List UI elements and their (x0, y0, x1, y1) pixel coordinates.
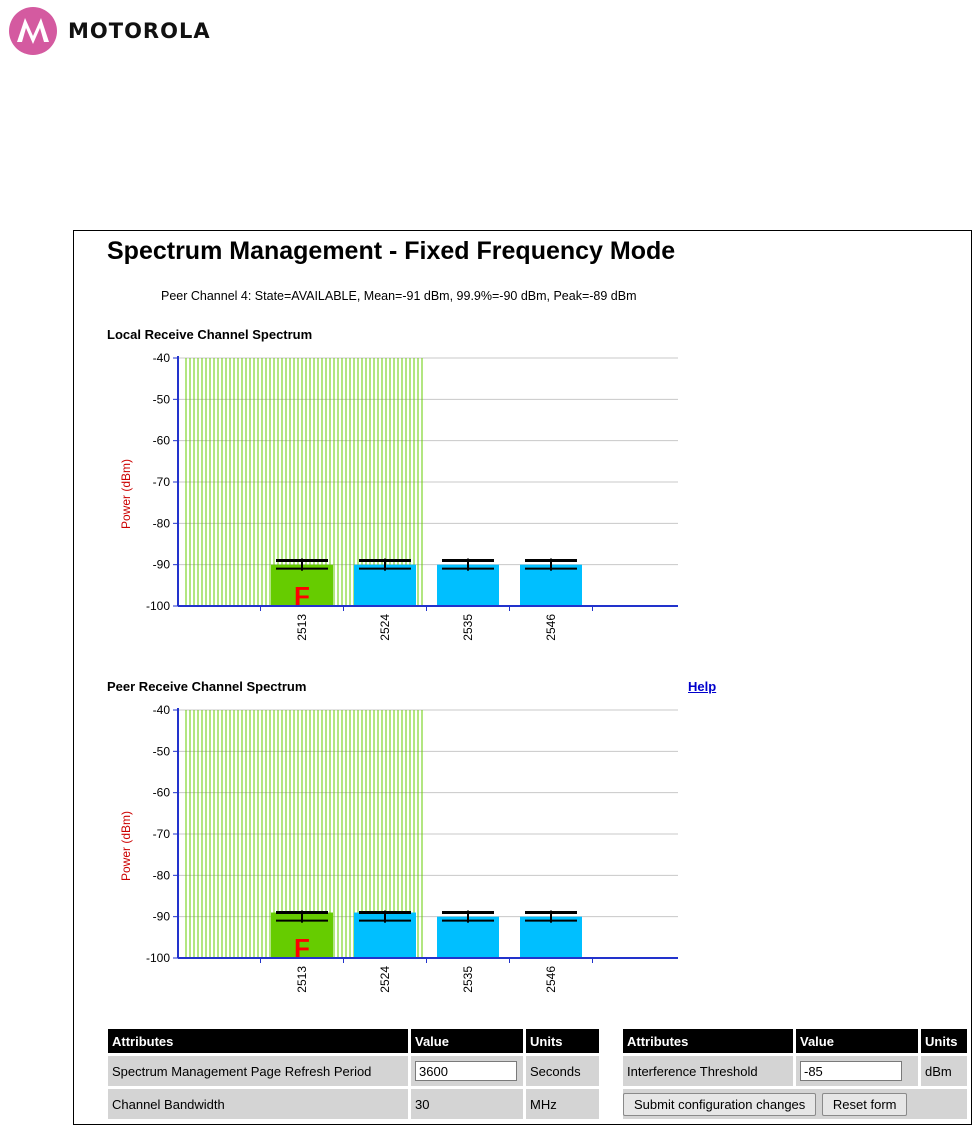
attribute-value: 30 (411, 1089, 523, 1119)
y-tick-label: -90 (153, 558, 171, 572)
spectrum-panel: Spectrum Management - Fixed Frequency Mo… (73, 230, 972, 1125)
attributes-table-left: Attributes Value Units Spectrum Manageme… (105, 1026, 602, 1122)
y-tick-label: -70 (153, 475, 171, 489)
refresh-period-input[interactable] (415, 1061, 517, 1081)
value-cell (796, 1056, 918, 1086)
attributes-header: Attributes (623, 1029, 793, 1053)
y-tick-label: -60 (153, 786, 171, 800)
attribute-units: MHz (526, 1089, 599, 1119)
submit-configuration-button[interactable]: Submit configuration changes (623, 1092, 817, 1116)
peer-chart-title: Peer Receive Channel Spectrum (107, 679, 307, 694)
reset-form-button[interactable]: Reset form (821, 1092, 908, 1116)
units-header: Units (526, 1029, 599, 1053)
x-tick-label: 2524 (378, 966, 392, 993)
spectrum-bar (520, 564, 582, 606)
spectrum-bar (271, 564, 333, 606)
attribute-units: dBm (921, 1056, 967, 1086)
y-tick-label: -60 (153, 434, 171, 448)
y-tick-label: -40 (153, 351, 171, 365)
table-row: Interference Threshold dBm (623, 1056, 967, 1086)
brand-wordmark: MOTOROLA (68, 19, 211, 43)
y-tick-label: -50 (153, 744, 171, 758)
y-tick-label: -100 (146, 599, 170, 613)
y-tick-label: -90 (153, 910, 171, 924)
x-tick-label: 2535 (461, 614, 475, 641)
y-axis-label: Power (dBm) (119, 459, 133, 529)
y-tick-label: -100 (146, 951, 170, 965)
peer-channel-status: Peer Channel 4: State=AVAILABLE, Mean=-9… (161, 289, 637, 303)
table-header-row: Attributes Value Units (623, 1029, 967, 1053)
spectrum-bar (354, 564, 416, 606)
help-link[interactable]: Help (688, 679, 717, 694)
interference-threshold-input[interactable] (800, 1061, 902, 1081)
y-tick-label: -70 (153, 827, 171, 841)
table-row: Channel Bandwidth 30 MHz (108, 1089, 599, 1119)
spectrum-bar (437, 564, 499, 606)
form-buttons-cell: Submit configuration changes Reset form (623, 1089, 967, 1119)
motorola-logo: MOTOROLA (8, 6, 211, 56)
attribute-name: Channel Bandwidth (108, 1089, 408, 1119)
x-tick-label: 2513 (295, 614, 309, 641)
y-axis-label: Power (dBm) (119, 811, 133, 881)
y-tick-label: -40 (153, 703, 171, 717)
page-title: Spectrum Management - Fixed Frequency Mo… (107, 237, 676, 265)
local-spectrum-chart: -40 -50 -60 -70 -80 -90 -100 F 2513 2524 2535 2546 P… (119, 351, 678, 641)
x-tick-label: 2546 (544, 614, 558, 641)
local-chart-title: Local Receive Channel Spectrum (107, 327, 313, 342)
value-header: Value (411, 1029, 523, 1053)
x-tick-label: 2524 (378, 614, 392, 641)
attributes-table-right: Attributes Value Units Interference Thre… (620, 1026, 970, 1122)
active-channel-marker: F (294, 933, 310, 963)
peer-spectrum-chart: -40 -50 -60 -70 -80 -90 -100 F 2513 2524 2535 2546 P… (119, 703, 678, 993)
attribute-name: Spectrum Management Page Refresh Period (108, 1056, 408, 1086)
table-row: Spectrum Management Page Refresh Period … (108, 1056, 599, 1086)
attribute-name: Interference Threshold (623, 1056, 793, 1086)
y-tick-label: -80 (153, 516, 171, 530)
table-row: Submit configuration changes Reset form (623, 1089, 967, 1119)
y-tick-label: -80 (153, 868, 171, 882)
x-tick-label: 2535 (461, 966, 475, 993)
attributes-header: Attributes (108, 1029, 408, 1053)
value-header: Value (796, 1029, 918, 1053)
spectrum-bar (520, 916, 582, 958)
table-header-row: Attributes Value Units (108, 1029, 599, 1053)
y-tick-label: -50 (153, 392, 171, 406)
units-header: Units (921, 1029, 967, 1053)
value-cell (411, 1056, 523, 1086)
motorola-batwing-icon (9, 7, 57, 55)
spectrum-bar (437, 916, 499, 958)
x-tick-label: 2546 (544, 966, 558, 993)
x-tick-label: 2513 (295, 966, 309, 993)
active-channel-marker: F (294, 581, 310, 611)
attribute-units: Seconds (526, 1056, 599, 1086)
